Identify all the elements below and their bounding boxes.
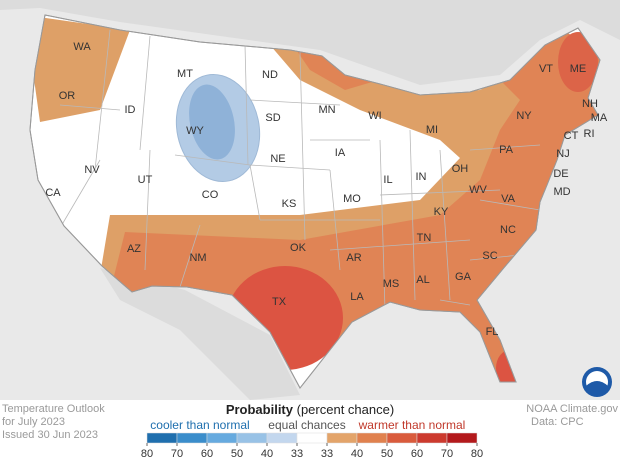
state-label: WY (186, 125, 204, 137)
logo-wave (586, 381, 608, 394)
state-label: MO (343, 193, 361, 205)
state-label: DE (553, 168, 568, 180)
legend-tick-label: 60 (411, 448, 423, 460)
legend-tick-label: 80 (471, 448, 483, 460)
legend-tick-label: 70 (441, 448, 453, 460)
cooler-label: cooler than normal (150, 418, 249, 432)
state-label: CT (564, 130, 579, 142)
state-label: NJ (556, 148, 569, 160)
state-label: UT (138, 174, 153, 186)
state-label: IL (383, 174, 392, 186)
state-label: MT (177, 68, 193, 80)
state-label: FL (486, 326, 499, 338)
legend-swatch (146, 432, 178, 444)
state-label: WI (368, 110, 381, 122)
state-label: AZ (127, 243, 141, 255)
state-label: IA (335, 147, 346, 159)
state-label: VA (501, 193, 516, 205)
legend-tick-label: 50 (231, 448, 243, 460)
region-blue-dark (189, 84, 235, 160)
equal-label: equal chances (268, 418, 345, 432)
outlook-period: for July 2023 (2, 416, 65, 428)
legend-swatch (386, 432, 418, 444)
state-label: MI (426, 124, 438, 136)
state-label: LA (350, 291, 364, 303)
legend-tick-label: 40 (261, 448, 273, 460)
legend-tick-label: 33 (321, 448, 333, 460)
legend-swatch (446, 432, 478, 444)
state-label: ME (570, 63, 587, 75)
legend-title: Probability (percent chance) (226, 402, 394, 417)
state-label: ND (262, 69, 278, 81)
legend-swatch (206, 432, 238, 444)
state-label: KY (434, 206, 449, 218)
state-label: VT (539, 63, 553, 75)
state-label: KS (282, 198, 297, 210)
legend-swatch (356, 432, 388, 444)
state-label: NE (270, 153, 285, 165)
outlook-title: Temperature Outlook (2, 403, 105, 415)
legend-tick-label: 33 (291, 448, 303, 460)
legend-tick-label: 60 (201, 448, 213, 460)
state-label: TN (417, 232, 432, 244)
state-label: MA (591, 112, 608, 124)
mexico (100, 268, 300, 400)
state-label: OH (452, 163, 469, 175)
state-label: NM (189, 252, 206, 264)
state-label: MS (383, 278, 400, 290)
region-tan (30, 15, 130, 122)
state-label: CO (202, 189, 219, 201)
issued-date: Issued 30 Jun 2023 (2, 429, 98, 441)
noaa-logo (582, 367, 612, 397)
state-label: CA (45, 187, 61, 199)
state-label: AR (346, 252, 361, 264)
legend-tick-label: 40 (351, 448, 363, 460)
legend-title-bold: Probability (226, 402, 294, 417)
legend-swatch (266, 432, 298, 444)
legend-swatch (236, 432, 268, 444)
legend-tick-label: 80 (141, 448, 153, 460)
legend: 80 70 60 50 40 33 33 40 50 60 70 80 (141, 432, 483, 460)
state-label: OK (290, 242, 307, 254)
state-label: SD (265, 112, 280, 124)
warmer-label: warmer than normal (358, 418, 466, 432)
state-label: MD (553, 186, 570, 198)
legend-swatch (326, 432, 358, 444)
state-label: GA (455, 271, 472, 283)
region-orange (295, 48, 372, 90)
state-labels: WA OR ID MT ND MN WI MI NY VT ME NH MA CT RI NJ PA DE MD OH… (45, 41, 608, 338)
legend-swatch (296, 432, 328, 444)
region-red (558, 32, 598, 92)
data-source: Data: CPC (531, 416, 584, 428)
state-label: TX (272, 296, 287, 308)
legend-swatch (416, 432, 448, 444)
state-label: PA (499, 144, 514, 156)
state-label: NV (84, 164, 100, 176)
state-label: ID (125, 104, 136, 116)
state-label: NC (500, 224, 516, 236)
credit: NOAA Climate.gov (526, 403, 618, 415)
state-label: SC (482, 250, 497, 262)
canada (0, 0, 620, 85)
state-label: RI (584, 128, 595, 140)
legend-title-rest: (percent chance) (297, 402, 395, 417)
state-label: IN (416, 171, 427, 183)
state-label: NY (516, 110, 532, 122)
state-label: WA (73, 41, 91, 53)
legend-swatch (176, 432, 208, 444)
state-label: MN (318, 104, 335, 116)
state-label: AL (416, 274, 429, 286)
state-label: WV (469, 184, 487, 196)
state-borders (59, 29, 541, 311)
state-label: NH (582, 98, 598, 110)
legend-tick-label: 50 (381, 448, 393, 460)
legend-tick-label: 70 (171, 448, 183, 460)
state-label: OR (59, 90, 76, 102)
